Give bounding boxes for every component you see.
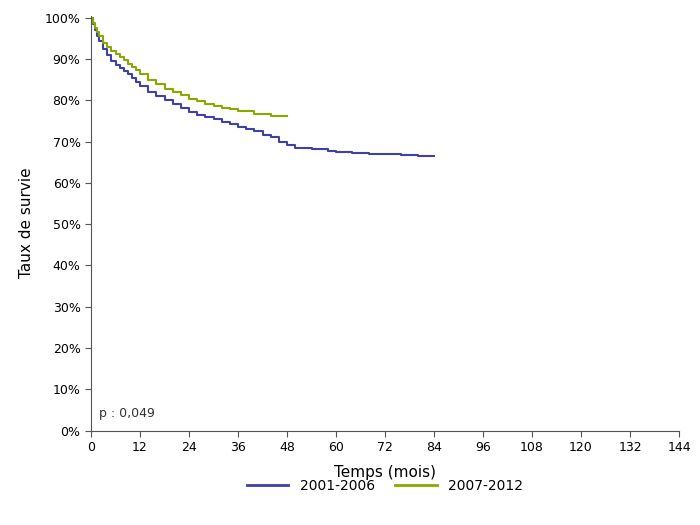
2007-2012	[250, 110, 258, 117]
2001-2006	[111, 62, 120, 68]
2007-2012	[169, 89, 177, 95]
2007-2012	[176, 92, 185, 98]
2007-2012	[283, 113, 291, 119]
2001-2006	[91, 27, 99, 34]
2007-2012	[234, 108, 242, 114]
2007-2012	[120, 57, 128, 64]
2001-2006	[283, 142, 291, 148]
2007-2012	[201, 100, 209, 107]
2001-2006	[107, 58, 116, 64]
2001-2006	[291, 145, 300, 151]
2001-2006	[242, 126, 251, 132]
2001-2006	[185, 109, 193, 115]
2001-2006	[209, 116, 218, 122]
X-axis label: Temps (mois): Temps (mois)	[334, 465, 436, 480]
2007-2012	[91, 25, 99, 31]
2001-2006	[89, 21, 97, 27]
2007-2012	[185, 96, 193, 102]
2001-2006	[152, 93, 160, 99]
2001-2006	[381, 151, 389, 158]
2001-2006	[123, 70, 132, 77]
2001-2006	[144, 89, 153, 95]
2007-2012	[209, 102, 218, 109]
2001-2006	[397, 152, 405, 158]
2001-2006	[274, 139, 283, 145]
2001-2006	[307, 146, 316, 152]
2001-2006	[218, 119, 226, 125]
2007-2012	[127, 64, 136, 70]
2007-2012	[160, 86, 169, 92]
2001-2006	[267, 134, 275, 141]
2007-2012	[193, 98, 202, 104]
2001-2006	[225, 121, 234, 128]
2007-2012	[218, 104, 226, 111]
2007-2012	[267, 112, 275, 119]
2001-2006	[201, 114, 209, 120]
2001-2006	[132, 79, 140, 85]
2007-2012	[225, 106, 234, 112]
2001-2006	[414, 152, 422, 159]
2007-2012	[111, 51, 120, 57]
2007-2012	[123, 60, 132, 67]
2001-2006	[323, 148, 332, 154]
2001-2006	[250, 128, 258, 134]
Text: p : 0,049: p : 0,049	[99, 407, 155, 420]
2007-2012	[95, 33, 104, 39]
2001-2006	[365, 151, 373, 157]
Line: 2007-2012: 2007-2012	[91, 18, 287, 116]
2001-2006	[193, 112, 202, 118]
2001-2006	[332, 149, 340, 155]
2007-2012	[103, 44, 111, 50]
2001-2006	[103, 52, 111, 58]
2007-2012	[87, 15, 95, 21]
2001-2006	[116, 65, 124, 71]
2007-2012	[116, 54, 124, 60]
2007-2012	[136, 70, 144, 77]
2001-2006	[176, 104, 185, 111]
2001-2006	[93, 33, 102, 39]
2001-2006	[348, 150, 356, 156]
2001-2006	[120, 68, 128, 74]
2001-2006	[234, 123, 242, 130]
Y-axis label: Taux de survie: Taux de survie	[19, 168, 34, 278]
Line: 2001-2006: 2001-2006	[91, 18, 434, 156]
2001-2006	[169, 101, 177, 108]
2001-2006	[87, 15, 95, 21]
2007-2012	[89, 19, 97, 26]
2001-2006	[95, 37, 104, 44]
2001-2006	[160, 97, 169, 103]
2007-2012	[152, 81, 160, 87]
2001-2006	[127, 75, 136, 81]
2001-2006	[258, 132, 267, 139]
2007-2012	[132, 67, 140, 73]
2007-2012	[144, 77, 153, 83]
2007-2012	[99, 39, 108, 46]
2001-2006	[136, 83, 144, 89]
Legend: 2001-2006, 2007-2012: 2001-2006, 2007-2012	[241, 473, 528, 498]
2007-2012	[93, 29, 102, 35]
2007-2012	[107, 48, 116, 54]
2001-2006	[430, 153, 438, 160]
2001-2006	[99, 46, 108, 52]
